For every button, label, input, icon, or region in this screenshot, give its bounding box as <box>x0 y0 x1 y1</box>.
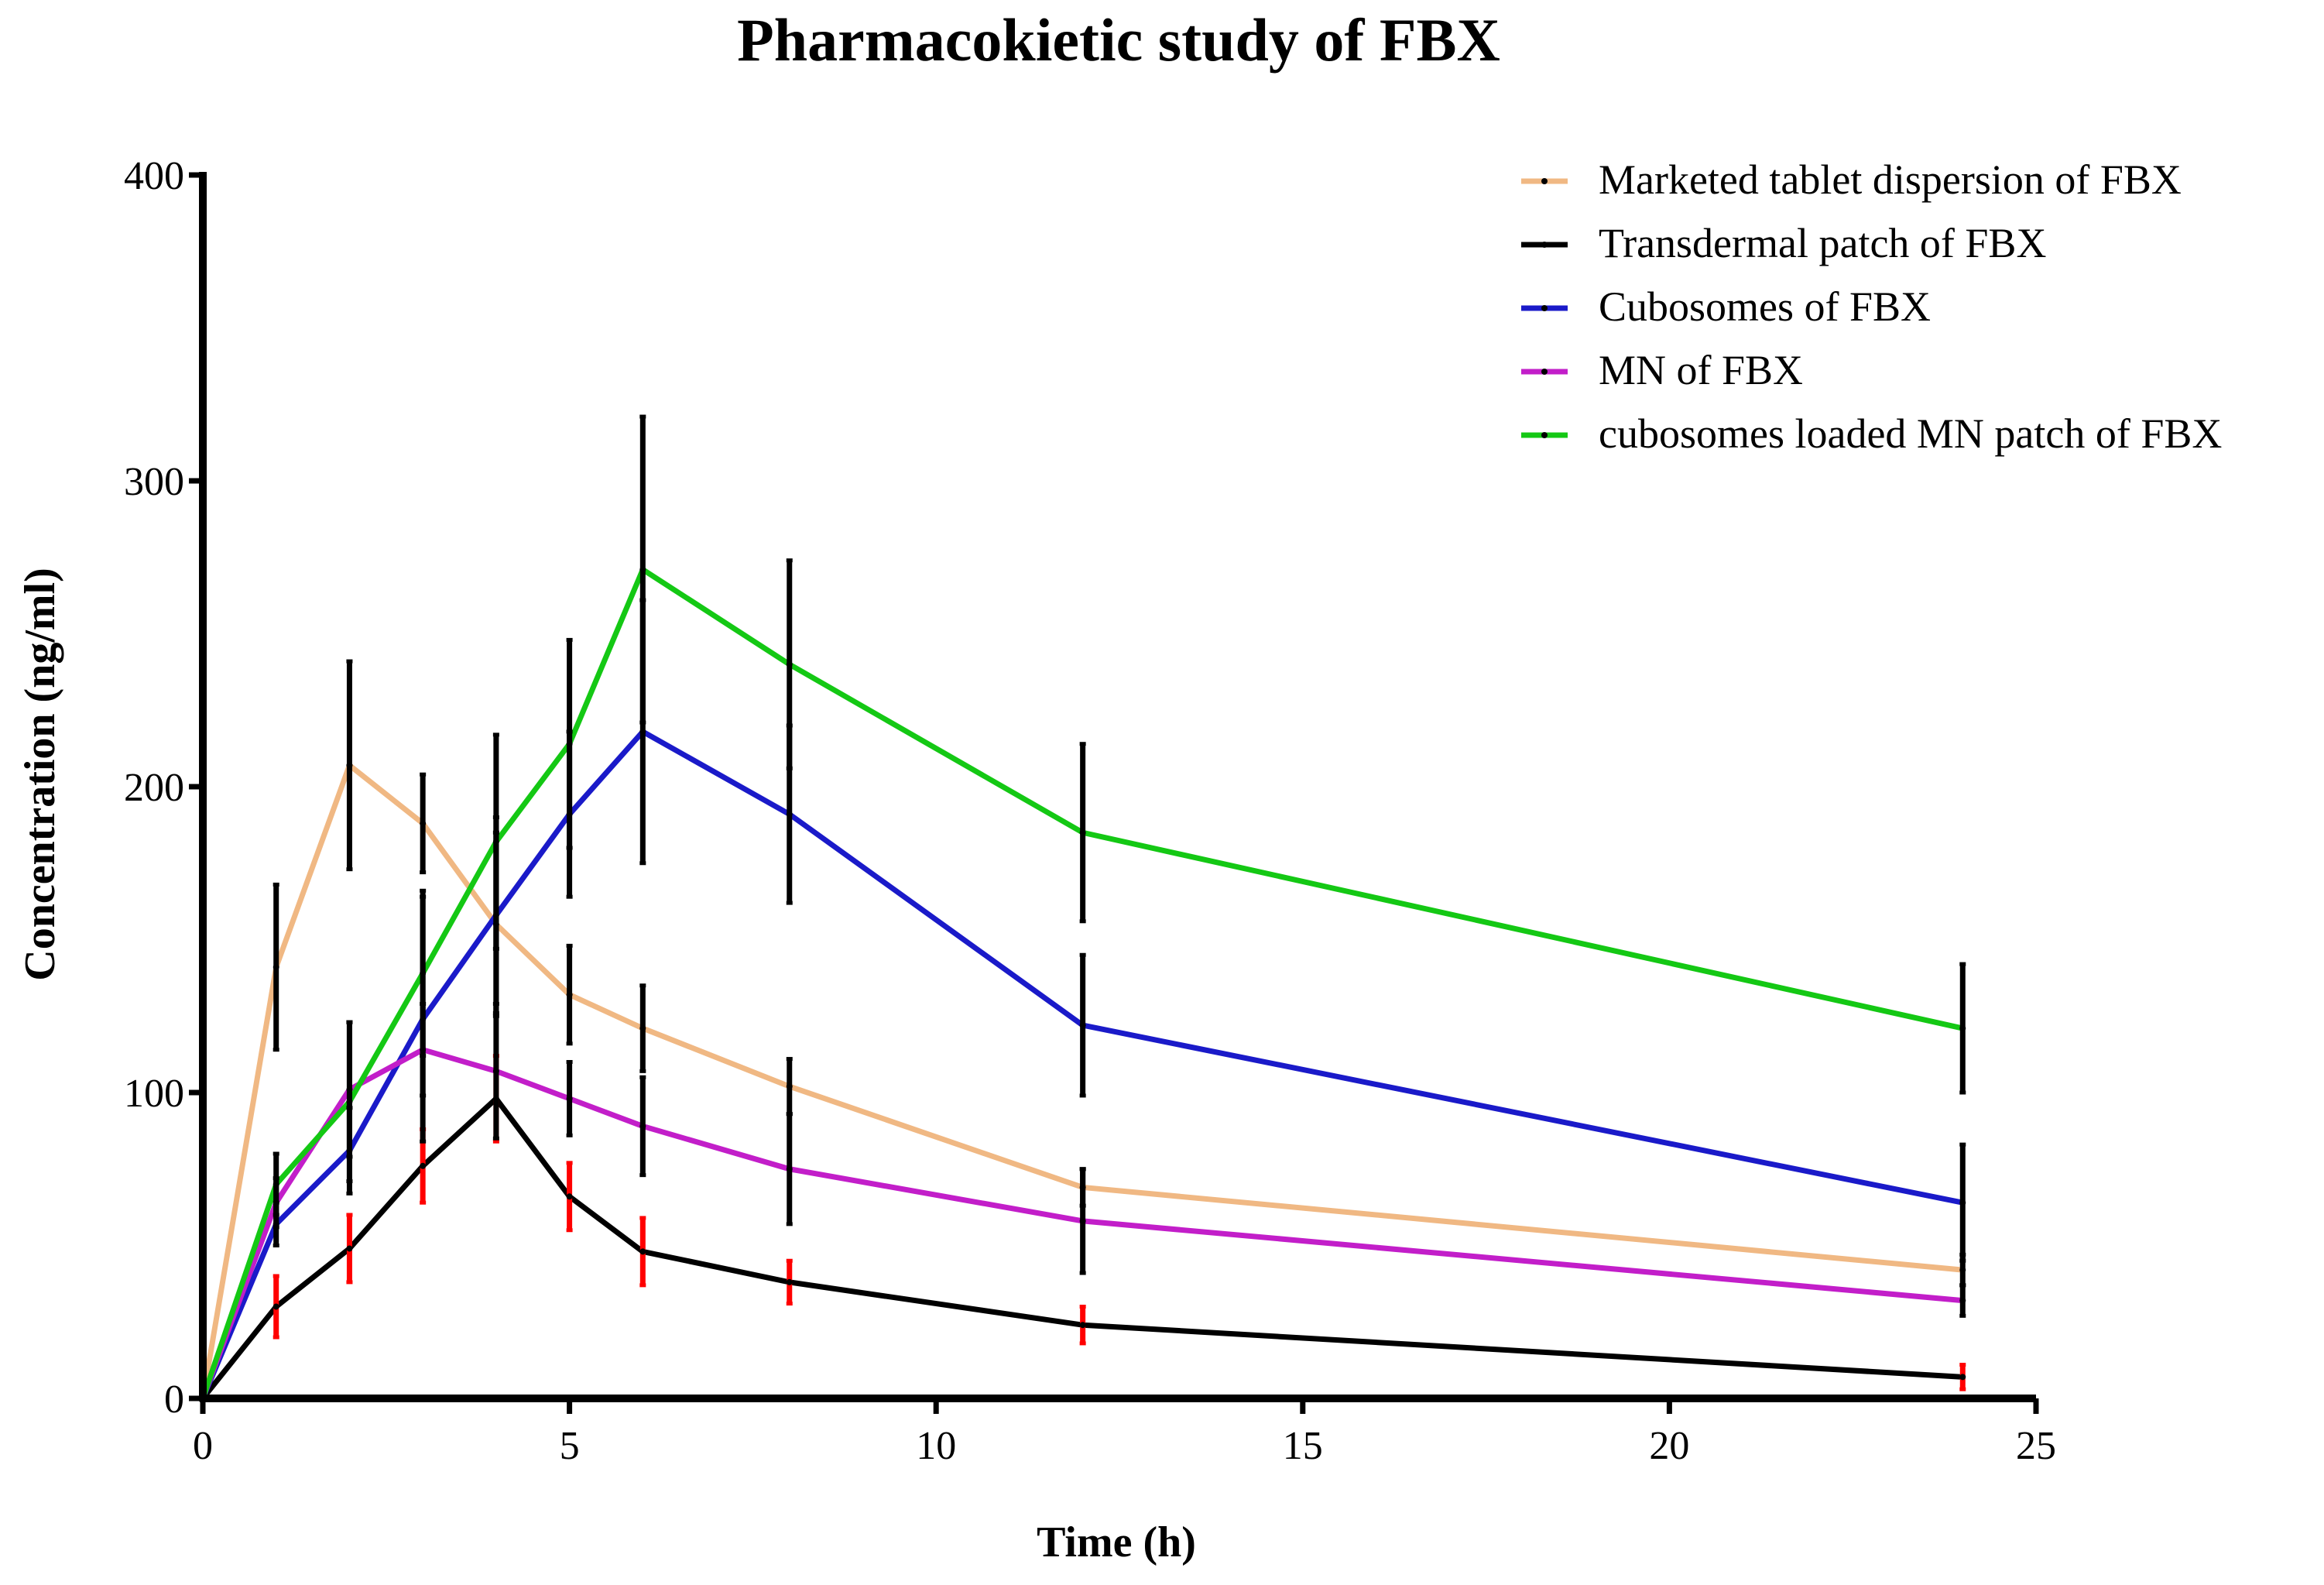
x-tick-label: 20 <box>1649 1424 1689 1468</box>
data-point <box>639 1123 646 1130</box>
data-point <box>420 820 427 827</box>
data-point <box>1959 1297 1966 1304</box>
data-point <box>566 991 573 998</box>
legend-label: cubosomes loaded MN patch of FBX <box>1599 410 2222 457</box>
data-point <box>639 566 646 573</box>
y-tick-label: 200 <box>124 766 184 810</box>
data-point <box>1959 1374 1966 1381</box>
data-point <box>1079 829 1086 836</box>
data-point <box>346 1245 353 1252</box>
chart-title: Pharmacokietic study of FBX <box>737 6 1500 74</box>
legend-label: MN of FBX <box>1599 347 1803 393</box>
data-point <box>420 969 427 976</box>
legend-marker <box>1541 178 1548 184</box>
y-tick-label: 400 <box>124 154 184 198</box>
y-axis-label: Concentration (ng/ml) <box>16 568 64 981</box>
series-line <box>200 729 1963 1400</box>
data-point <box>566 1095 573 1102</box>
legend-label: Marketed tablet dispersion of FBX <box>1599 156 2182 203</box>
axes <box>199 172 2036 1402</box>
data-point <box>639 1025 646 1032</box>
data-point <box>492 1068 499 1075</box>
data-point <box>420 1162 427 1169</box>
data-point <box>1959 1199 1966 1206</box>
data-point <box>786 811 793 818</box>
data-point <box>1959 1025 1966 1032</box>
data-point <box>566 1193 573 1200</box>
x-tick-label: 25 <box>2016 1424 2056 1468</box>
x-tick-label: 5 <box>560 1424 580 1468</box>
data-point <box>786 1165 793 1172</box>
data-point <box>639 728 646 735</box>
x-tick-label: 10 <box>916 1424 956 1468</box>
y-tick-label: 300 <box>124 460 184 504</box>
data-point <box>786 1278 793 1285</box>
data-point <box>346 1098 353 1105</box>
data-point <box>346 762 353 769</box>
series-lines <box>200 567 1964 1401</box>
series-line <box>201 1096 1963 1401</box>
data-point <box>492 839 499 846</box>
data-point <box>786 1083 793 1090</box>
data-point <box>273 964 279 971</box>
legend-label: Transdermal patch of FBX <box>1599 220 2046 266</box>
x-tick-label: 0 <box>193 1424 213 1468</box>
legend-marker <box>1541 242 1548 248</box>
series-line <box>200 762 1963 1399</box>
axis-ticks: 0 100 200 300 400 0 5 10 15 20 25 <box>124 154 2056 1468</box>
legend-marker <box>1541 369 1548 375</box>
legend: Marketed tablet dispersion of FBX Transde… <box>1521 156 2222 457</box>
data-point <box>566 740 573 747</box>
legend-label: Cubosomes of FBX <box>1599 283 1931 330</box>
data-point <box>273 1181 279 1188</box>
data-point <box>786 661 793 667</box>
y-tick-label: 100 <box>124 1072 184 1116</box>
series-line <box>200 567 1964 1400</box>
x-tick-label: 15 <box>1283 1424 1323 1468</box>
legend-marker <box>1541 305 1548 311</box>
error-bars <box>200 414 1966 1401</box>
data-point <box>273 1303 279 1310</box>
data-point <box>1079 1217 1086 1224</box>
data-point <box>1079 1022 1086 1029</box>
y-tick-label: 0 <box>164 1377 184 1422</box>
x-axis-label: Time (h) <box>1037 1518 1196 1566</box>
data-point <box>639 1248 646 1255</box>
data-point <box>1959 1267 1966 1274</box>
legend-marker <box>1541 432 1548 438</box>
data-point <box>1079 1322 1086 1329</box>
